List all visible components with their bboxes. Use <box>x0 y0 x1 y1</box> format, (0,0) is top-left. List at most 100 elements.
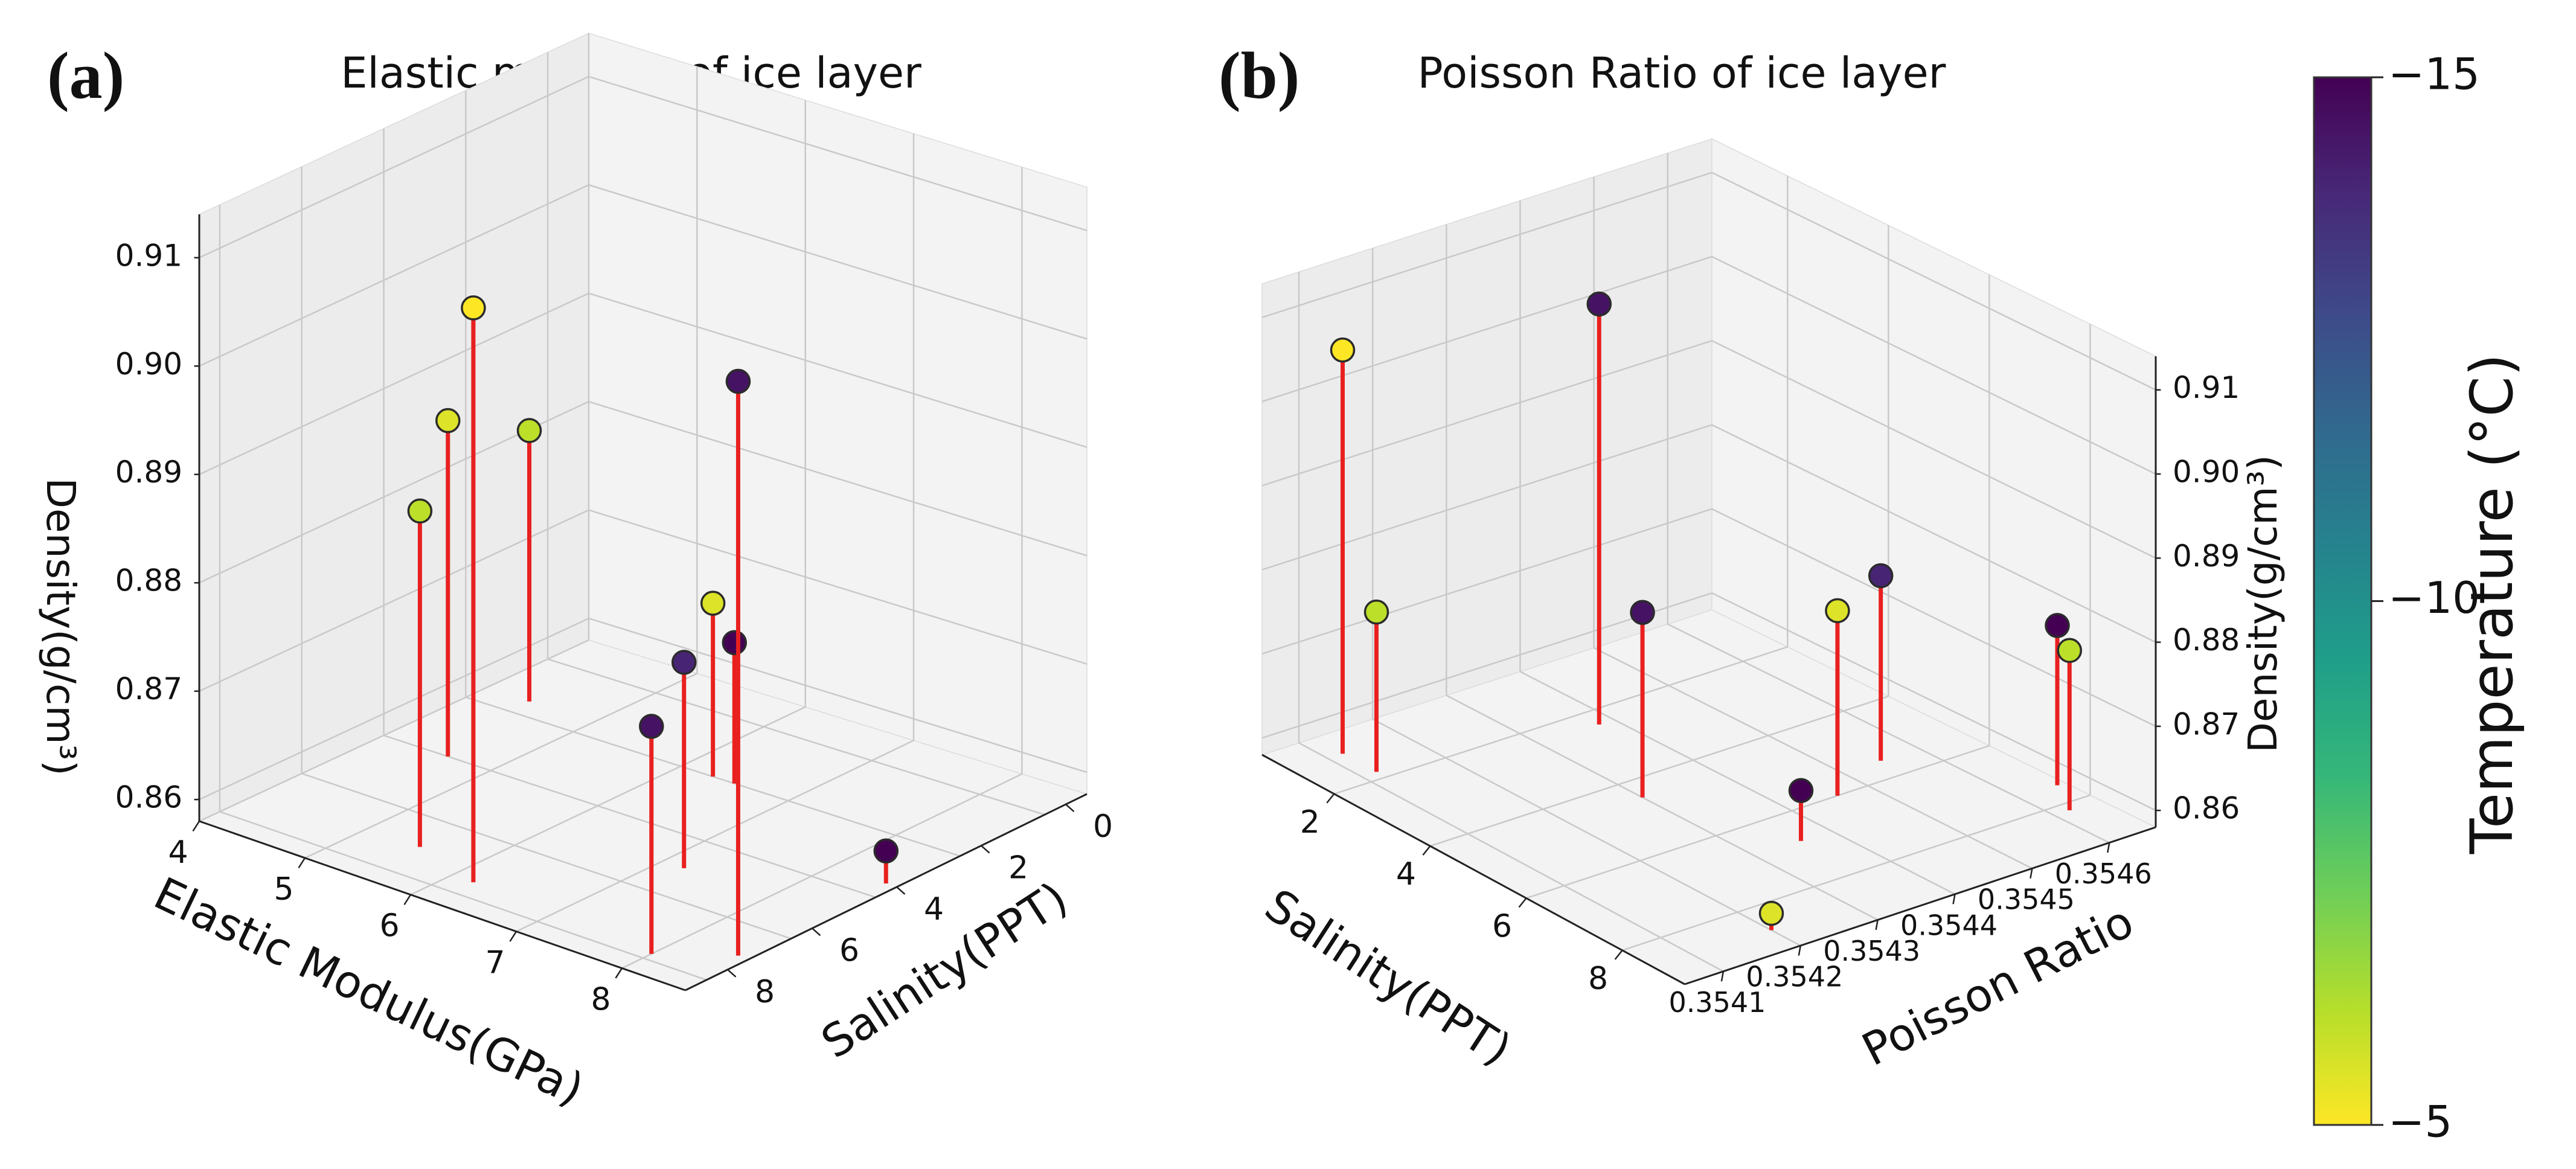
z-gridline-back <box>588 184 1088 340</box>
data-point <box>2057 638 2083 663</box>
x-tick-label: 2 <box>1300 804 1320 841</box>
x-tick <box>1422 845 1431 856</box>
z-gridline-side <box>199 184 589 367</box>
data-point <box>722 630 748 656</box>
data-point <box>461 295 486 321</box>
x-gridline-floor <box>1526 745 1990 899</box>
z-tick-label: 0.86 <box>115 780 182 815</box>
data-point <box>725 368 751 394</box>
panel-b-label: (b) <box>1219 39 1299 112</box>
y-gridline-floor <box>1298 742 1724 972</box>
data-point <box>1868 563 1894 589</box>
z-gridline-back <box>1711 424 2156 643</box>
x-tick <box>1326 793 1335 804</box>
x-gridline-floor <box>1430 695 1889 847</box>
y-axis-line <box>685 793 1088 991</box>
panel-a-label: (a) <box>47 39 124 112</box>
panel-b-poisson-ratio-chart: (b) Poisson Ratio of ice layer 2 4 6 8 0.354… <box>1219 39 2286 1076</box>
y-tick-label: 4 <box>924 891 944 927</box>
z-gridline-back <box>1711 508 2156 727</box>
z-tick-label: 0.89 <box>2173 539 2240 574</box>
panel-a-axes: 4 5 6 7 8 0 2 4 6 8 0.86 0.87 0.88 0.89 0.90 0.91 <box>115 32 1113 1017</box>
y-gridline-floor <box>301 772 792 940</box>
x-axis-line <box>1261 754 1685 985</box>
x-tick <box>509 930 517 942</box>
x-tick-label: 7 <box>485 945 505 981</box>
colorbar: −15 −10 −5 Temperature (°C) <box>2313 49 2526 1147</box>
x-tick-label: 4 <box>1396 856 1416 892</box>
data-point <box>671 650 697 675</box>
x-gridline-floor <box>621 773 1022 969</box>
x-tick-label: 8 <box>1588 961 1608 997</box>
z-tick-label: 0.90 <box>115 347 182 382</box>
y-tick <box>1798 945 1802 956</box>
x-gridline-floor <box>1333 646 1788 795</box>
x-gridline-floor <box>516 740 914 932</box>
x-gridline-floor <box>1622 794 2091 952</box>
y-tick-label: 2 <box>1008 850 1028 886</box>
x-tick-label: 4 <box>168 834 188 871</box>
z-gridline-back <box>1711 592 2156 812</box>
colorbar-label: Temperature (°C) <box>2458 354 2526 855</box>
panel-a-elastic-modulus-chart: (a) Elastic modulus of ice layer 4567802… <box>37 32 1113 1116</box>
y-gridline-floor <box>383 734 876 898</box>
z-gridline-back <box>588 75 1088 231</box>
x-tick-label: 6 <box>1492 909 1512 945</box>
colorbar-tick-label: −10 <box>2388 572 2480 623</box>
z-tick-label: 0.88 <box>115 563 182 598</box>
colorbar-gradient <box>2313 76 2373 1126</box>
y-tick-label: 0.3541 <box>1668 986 1766 1019</box>
z-tick-label: 0.89 <box>115 455 182 490</box>
z-tick-label: 0.87 <box>115 671 182 706</box>
data-point <box>700 591 726 616</box>
panel-b-axes: 2 4 6 8 0.35410.35420.35430.35440.35450.3546… <box>1261 138 2240 1019</box>
panel-a-data <box>407 295 899 956</box>
z-gridline-back <box>588 617 1088 773</box>
y-tick <box>727 969 737 978</box>
x-tick-label: 5 <box>274 871 293 908</box>
y-tick <box>2030 868 2033 879</box>
y-tick-label: 0.3545 <box>1978 883 2075 916</box>
x-tick <box>298 857 306 869</box>
y-tick <box>1952 894 1956 905</box>
data-point <box>516 418 542 443</box>
data-point <box>407 498 433 524</box>
panel-a-z-axis-label: Density(g/cm³) <box>37 478 84 776</box>
y-gridline-floor <box>547 658 1045 816</box>
z-tick-label: 0.90 <box>2173 455 2240 490</box>
y-tick <box>981 845 990 854</box>
panel-b-data <box>1330 291 2083 930</box>
y-tick-label: 0 <box>1093 809 1113 845</box>
y-gridline-floor <box>1372 718 1801 947</box>
data-point <box>1363 599 1389 625</box>
z-gridline-side <box>199 509 589 692</box>
y-tick <box>896 886 906 895</box>
data-point <box>2045 613 2070 638</box>
z-gridline-side <box>199 617 589 801</box>
y-gridline-floor <box>1594 647 2033 870</box>
z-gridline-side <box>1261 255 1713 403</box>
panel-b-z-axis-label: Density(g/cm³) <box>2240 455 2286 753</box>
x-tick <box>1614 950 1623 960</box>
colorbar-tick-label: −5 <box>2388 1097 2452 1147</box>
y-tick <box>1875 920 1879 930</box>
z-gridline-back <box>588 292 1088 448</box>
data-point <box>435 408 461 434</box>
y-gridline-floor <box>1667 623 2110 844</box>
y-gridline-floor <box>219 811 707 981</box>
data-point <box>1825 598 1850 624</box>
y-tick <box>812 927 821 937</box>
y-tick <box>1065 804 1075 813</box>
z-gridline-side <box>199 292 589 475</box>
panel-b-y-axis-label: Poisson Ratio <box>1854 895 2142 1076</box>
panel-b-x-axis-label: Salinity(PPT) <box>1256 879 1520 1076</box>
y-tick-label: 6 <box>839 932 859 969</box>
colorbar-tick-label: −15 <box>2388 49 2480 100</box>
y-axis-line <box>1684 826 2156 985</box>
z-gridline-side <box>1261 424 1713 571</box>
y-gridline-floor <box>1519 671 1956 895</box>
y-tick-label: 8 <box>755 974 775 1010</box>
x-tick <box>1518 897 1527 908</box>
y-tick <box>2107 842 2110 853</box>
y-tick-label: 0.3544 <box>1900 909 1998 941</box>
